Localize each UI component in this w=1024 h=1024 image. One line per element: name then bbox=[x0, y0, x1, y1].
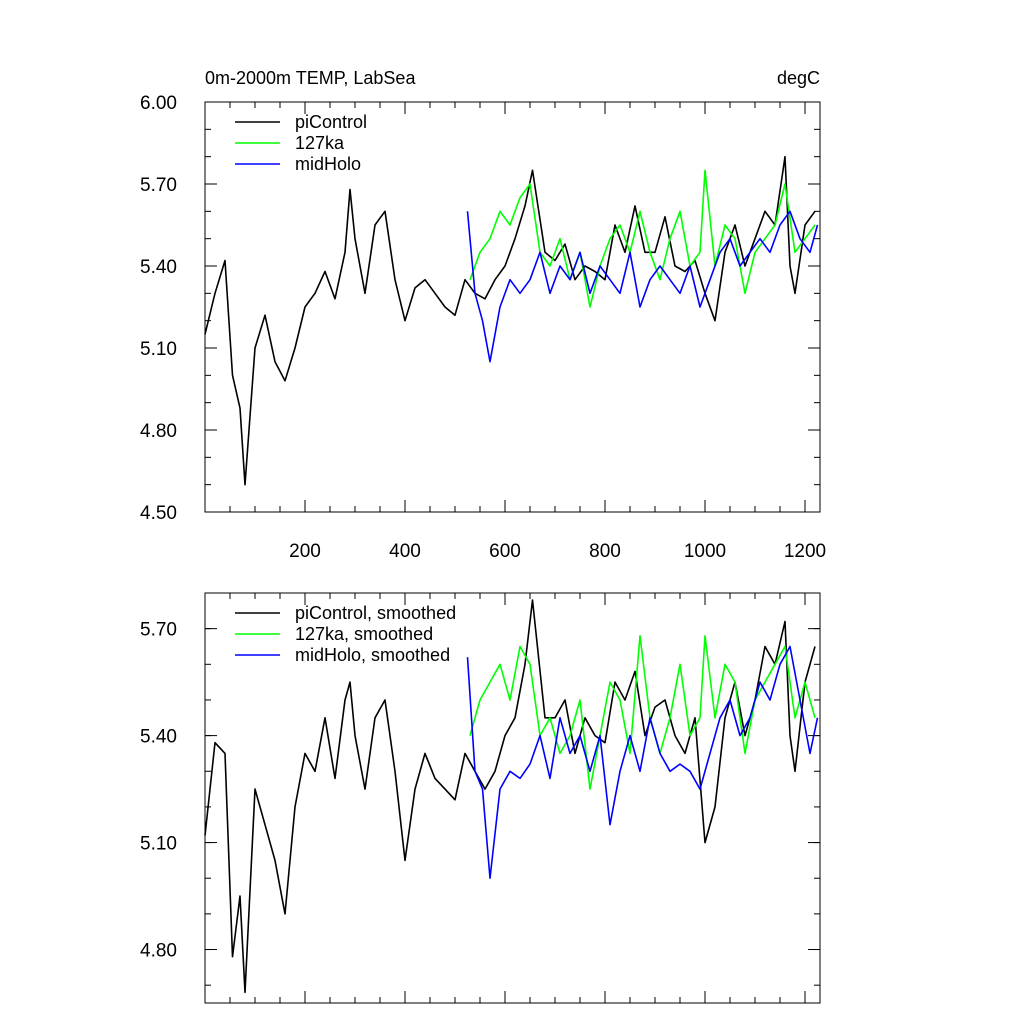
x-tick-label: 1000 bbox=[684, 541, 726, 562]
legend-label: 127ka bbox=[295, 133, 345, 153]
series-line-midHolo bbox=[466, 210, 819, 363]
y-tick-label: 5.70 bbox=[140, 620, 177, 641]
legend-label: piControl, smoothed bbox=[295, 603, 456, 623]
y-tick-label: 5.70 bbox=[140, 175, 177, 196]
plot-title-left: 0m-2000m TEMP, LabSea bbox=[205, 68, 416, 88]
legend-label: midHolo, smoothed bbox=[295, 645, 450, 665]
x-tick-label: 1200 bbox=[784, 541, 826, 562]
x-tick-label: 200 bbox=[289, 541, 321, 562]
x-tick-label: 800 bbox=[589, 541, 621, 562]
y-tick-label: 5.40 bbox=[140, 257, 177, 278]
x-tick-label: 400 bbox=[389, 541, 421, 562]
legend-label: 127ka, smoothed bbox=[295, 624, 433, 644]
y-tick-label: 5.40 bbox=[140, 727, 177, 748]
y-tick-label: 5.10 bbox=[140, 834, 177, 855]
y-tick-label: 4.50 bbox=[140, 503, 177, 524]
y-tick-label: 5.10 bbox=[140, 339, 177, 360]
x-tick-label: 600 bbox=[489, 541, 521, 562]
plot-frame bbox=[204, 592, 821, 1004]
y-tick-label: 4.80 bbox=[140, 941, 177, 962]
legend-label: midHolo bbox=[295, 154, 361, 174]
bottom-panel: 4.80 5.10 5.40 5.70 piControl, smoothed127ka… bbox=[140, 592, 821, 1004]
y-tick-label: 6.00 bbox=[140, 93, 177, 114]
series-line-piControl bbox=[204, 155, 816, 486]
series-line-127ka bbox=[469, 634, 816, 790]
y-tick-label: 4.80 bbox=[140, 421, 177, 442]
series-line-midHolo bbox=[466, 645, 819, 880]
plot-title-right: degC bbox=[777, 68, 820, 88]
top-panel: 4.50 4.80 5.10 5.40 5.70 6.00 200 400 600 800 1000… bbox=[140, 93, 826, 562]
series-line-127ka bbox=[469, 169, 816, 308]
plot-frame bbox=[204, 101, 821, 513]
legend-label: piControl bbox=[295, 112, 367, 132]
series-line-piControl bbox=[204, 599, 816, 994]
